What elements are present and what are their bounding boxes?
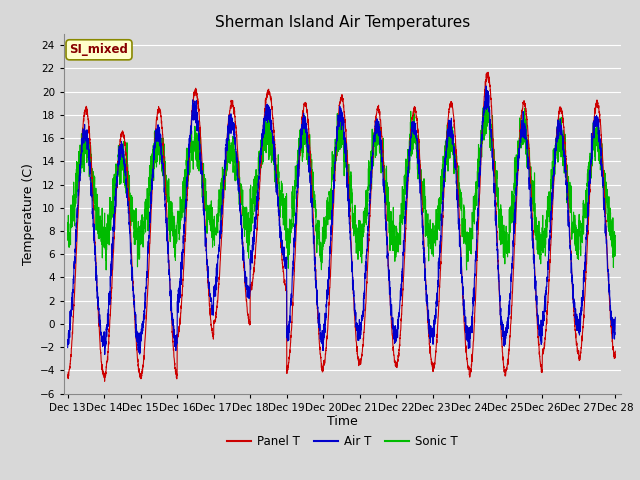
Y-axis label: Temperature (C): Temperature (C) xyxy=(22,163,35,264)
X-axis label: Time: Time xyxy=(327,415,358,429)
Text: SI_mixed: SI_mixed xyxy=(70,43,129,56)
Legend: Panel T, Air T, Sonic T: Panel T, Air T, Sonic T xyxy=(223,430,462,453)
Title: Sherman Island Air Temperatures: Sherman Island Air Temperatures xyxy=(215,15,470,30)
